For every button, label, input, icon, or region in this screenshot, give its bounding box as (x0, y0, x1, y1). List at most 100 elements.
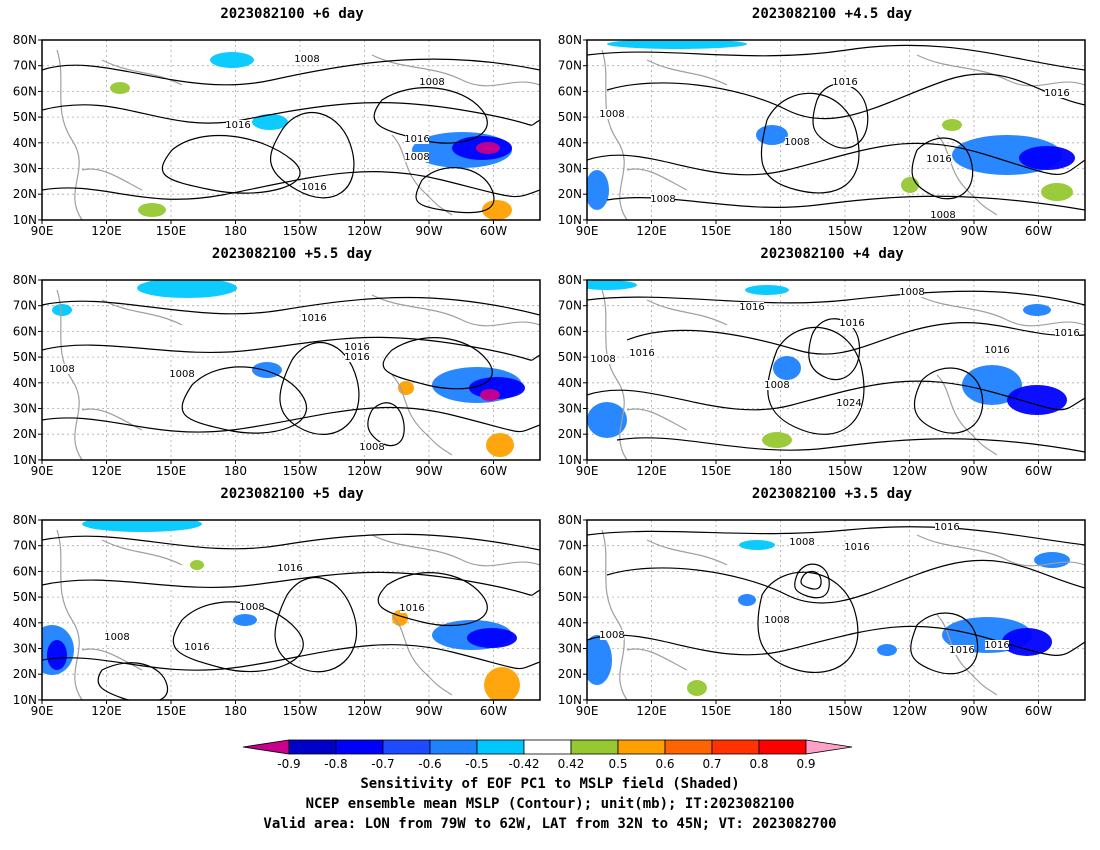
colorbar-tick-label: 0.7 (702, 757, 721, 771)
lat-tick-label: 80N (558, 273, 582, 287)
lon-tick-label: 150E (156, 704, 187, 718)
contour-label: 1016 (399, 603, 424, 614)
contour-label: 1016 (344, 342, 369, 353)
lat-tick-label: 50N (13, 590, 37, 604)
colorbar-tick-label: -0.5 (465, 757, 488, 771)
contour-label: 1008 (590, 354, 615, 365)
map-panel: 1016 1008 1016 1016 1008 80N 70N 60N 50N 40N 30N 20… (13, 513, 541, 718)
lon-tick-label: 90W (415, 464, 442, 478)
lat-tick-label: 80N (558, 33, 582, 47)
lon-tick-label: 120E (636, 704, 667, 718)
lon-tick-label: 150E (156, 224, 187, 238)
lat-tick-label: 60N (13, 84, 37, 98)
panel-title: 2023082100 +5 day (220, 486, 364, 502)
colorbar-segment (429, 739, 478, 755)
lat-tick-label: 70N (558, 299, 582, 313)
lat-tick-label: 70N (13, 539, 37, 553)
contour-label: 1008 (784, 137, 809, 148)
lat-tick-label: 20N (13, 667, 37, 681)
lon-tick-label: 180 (224, 224, 247, 238)
lat-tick-label: 50N (558, 590, 582, 604)
contour-label: 1008 (764, 380, 789, 391)
contour-label: 1008 (764, 615, 789, 626)
contour-label: 1016 (1054, 328, 1079, 339)
lon-tick-label: 150E (701, 464, 732, 478)
map-panel: 1016 1016 1008 1008 1016 1008 1008 80N 70N 60N 50N… (558, 33, 1086, 238)
contour-label: 1008 (404, 152, 429, 163)
contour-label: 1016 (984, 640, 1009, 651)
lon-tick-label: 90W (415, 704, 442, 718)
colorbar-tick-label: -0.7 (371, 757, 394, 771)
lon-tick-label: 90W (960, 464, 987, 478)
lat-tick-label: 60N (558, 564, 582, 578)
colorbar-tick-label: -0.8 (324, 757, 347, 771)
map-panel: 1008 1016 1016 1008 1008 1016 1016 80N 70N 60N 50N… (558, 513, 1086, 718)
panel-title: 2023082100 +6 day (220, 6, 364, 22)
lat-tick-label: 40N (13, 376, 37, 390)
contour-label: 1008 (169, 369, 194, 380)
lon-tick-label: 60W (1025, 224, 1052, 238)
lon-tick-label: 120W (347, 224, 382, 238)
contour-label: 1008 (789, 537, 814, 548)
lon-tick-label: 120W (892, 704, 927, 718)
contour-label: 1016 (926, 154, 951, 165)
lon-tick-label: 120E (91, 464, 122, 478)
lat-tick-label: 80N (13, 33, 37, 47)
lat-tick-label: 30N (558, 642, 582, 656)
lat-tick-label: 30N (13, 162, 37, 176)
lat-tick-label: 60N (13, 324, 37, 338)
colorbar-segment (758, 739, 807, 755)
contour-label: 1008 (294, 54, 319, 65)
colorbar-segment (805, 739, 853, 755)
lon-tick-label: 120W (347, 704, 382, 718)
contour-label: 1008 (599, 109, 624, 120)
lat-tick-label: 20N (558, 667, 582, 681)
contour-label: 1016 (949, 645, 974, 656)
contour-label: 1016 (301, 182, 326, 193)
contour-label: 1016 (832, 77, 857, 88)
lon-tick-label: 180 (769, 224, 792, 238)
lon-tick-label: 150W (283, 704, 318, 718)
lat-tick-label: 30N (558, 402, 582, 416)
lon-tick-label: 150E (701, 224, 732, 238)
panel-title: 2023082100 +3.5 day (751, 486, 913, 502)
lon-tick-label: 120W (347, 464, 382, 478)
lat-tick-label: 20N (558, 187, 582, 201)
colorbar-tick-label: -0.9 (277, 757, 300, 771)
map-panel: 1016 1008 1016 1016 1016 1008 1024 1016 1008 80N 7… (558, 273, 1086, 478)
colorbar-tick-label: 0.42 (558, 757, 585, 771)
lon-tick-label: 180 (769, 704, 792, 718)
contour-label: 1008 (104, 632, 129, 643)
colorbar-tick-label: 0.9 (796, 757, 815, 771)
lat-tick-label: 10N (13, 453, 37, 467)
lon-tick-label: 90E (576, 224, 599, 238)
lon-tick-label: 180 (224, 464, 247, 478)
colorbar-segment (664, 739, 713, 755)
lat-tick-label: 30N (13, 642, 37, 656)
lat-tick-label: 20N (13, 427, 37, 441)
lat-tick-label: 40N (13, 616, 37, 630)
lon-tick-label: 90E (576, 464, 599, 478)
colorbar-tick-label: 0.6 (655, 757, 674, 771)
colorbar-tick-label: 0.5 (608, 757, 627, 771)
lat-tick-label: 10N (13, 693, 37, 707)
contour-label: 1008 (419, 77, 444, 88)
lon-tick-label: 90W (960, 224, 987, 238)
panel-title: 2023082100 +4.5 day (751, 6, 913, 22)
lat-tick-label: 10N (558, 213, 582, 227)
lon-tick-label: 90E (31, 224, 54, 238)
lat-tick-label: 20N (13, 187, 37, 201)
lat-tick-label: 10N (558, 693, 582, 707)
lat-tick-label: 30N (13, 402, 37, 416)
lon-tick-label: 150W (828, 464, 863, 478)
contour-label: 1008 (930, 210, 955, 221)
lon-tick-label: 120E (91, 704, 122, 718)
lat-tick-label: 50N (13, 350, 37, 364)
lat-tick-label: 50N (13, 110, 37, 124)
contour-label: 1016 (844, 542, 869, 553)
colorbar-segment (242, 739, 290, 755)
lat-tick-label: 80N (13, 273, 37, 287)
lat-tick-label: 50N (558, 350, 582, 364)
lon-tick-label: 60W (480, 464, 507, 478)
lat-tick-label: 50N (558, 110, 582, 124)
